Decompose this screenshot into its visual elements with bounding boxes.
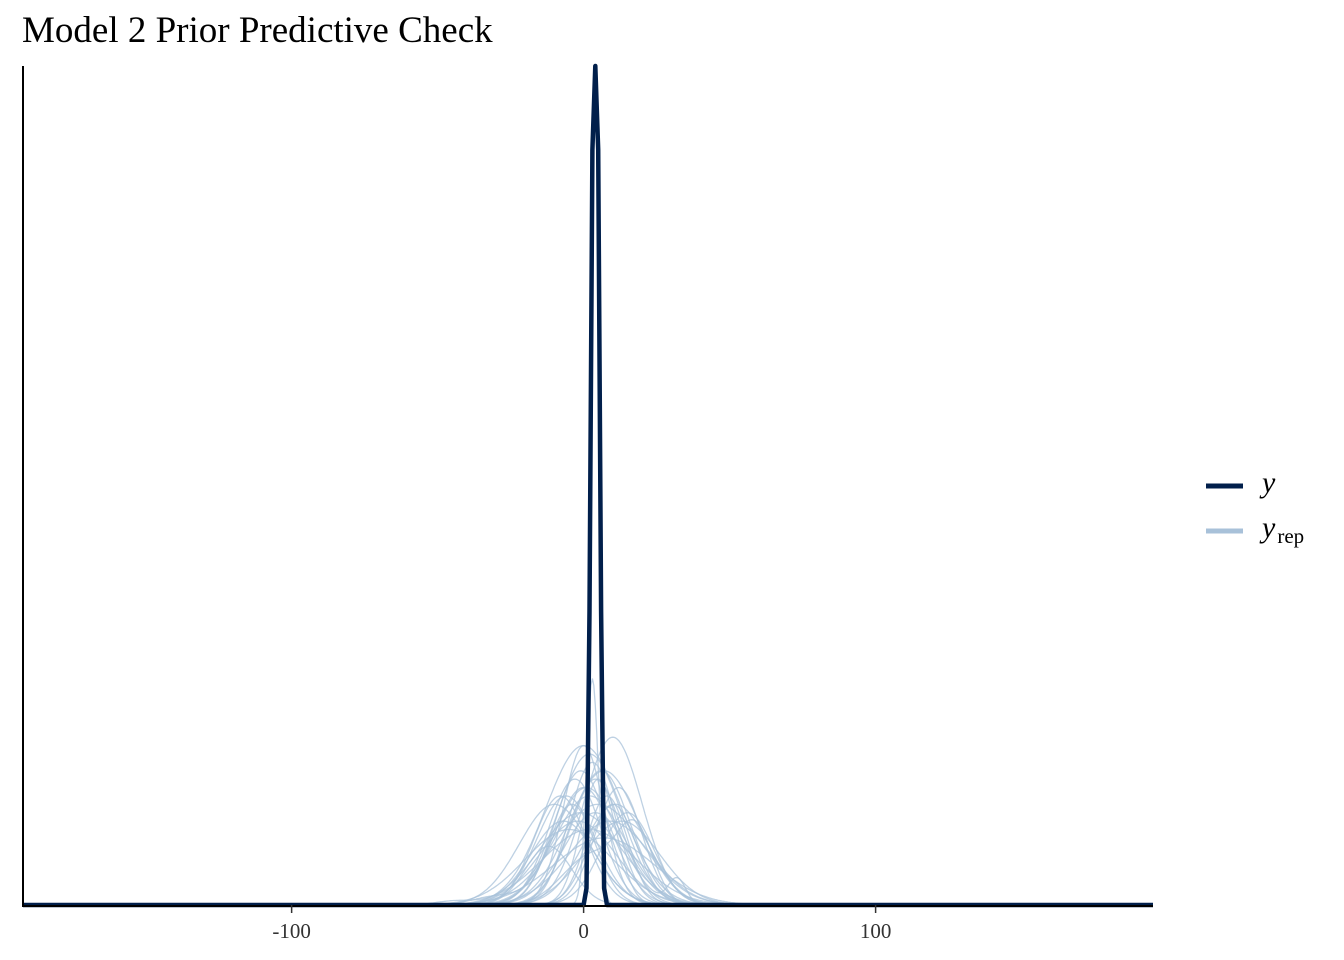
x-tick-label: -100 [272,919,311,943]
x-axis-ticks: -100 0 100 [272,905,891,943]
x-tick-label: 100 [860,919,892,943]
x-tick-label: 0 [578,919,589,943]
legend-label-yrep: yrep [1259,511,1304,548]
legend: y yrep [1206,466,1304,548]
legend-label-y: y [1259,466,1276,499]
series-y-density [23,63,1153,908]
chart-title: Model 2 Prior Predictive Check [22,10,493,51]
plot-area [23,63,1153,908]
